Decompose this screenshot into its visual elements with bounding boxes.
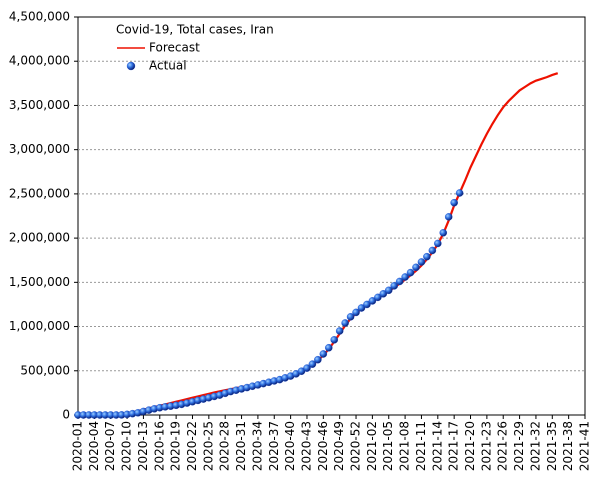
actual-point <box>450 198 458 207</box>
y-tick-label: 2,000,000 <box>9 231 70 245</box>
x-tick-label: 2021-05 <box>381 421 395 471</box>
forecast-line <box>78 72 559 417</box>
x-tick-label: 2021-08 <box>398 421 412 471</box>
actual-point <box>439 229 448 237</box>
actual-point <box>384 286 393 295</box>
x-tick-label: 2021-17 <box>447 421 461 471</box>
actual-point <box>428 246 437 255</box>
legend-title: Covid-19, Total cases, Iran <box>116 23 274 37</box>
actual-point <box>444 213 453 221</box>
x-tick-label: 2020-40 <box>283 421 297 471</box>
x-tick-label: 2020-46 <box>316 421 330 471</box>
x-tick-label: 2021-11 <box>414 421 428 471</box>
x-tick-label: 2020-19 <box>169 421 183 471</box>
y-tick-label: 500,000 <box>20 363 70 377</box>
x-tick-label: 2020-13 <box>136 421 150 471</box>
x-tick-label: 2020-25 <box>201 421 215 471</box>
actual-point <box>434 239 442 248</box>
y-tick-label: 4,000,000 <box>9 54 70 68</box>
x-tick-label: 2020-16 <box>152 421 166 471</box>
x-tick-label: 2020-01 <box>71 421 85 471</box>
x-tick-label: 2021-02 <box>365 421 379 471</box>
actual-point <box>406 268 415 277</box>
actual-point <box>352 308 360 317</box>
x-tick-label: 2020-34 <box>250 421 264 471</box>
x-tick-label: 2020-37 <box>267 421 281 471</box>
actual-point <box>297 367 306 375</box>
x-tick-label: 2020-49 <box>332 421 346 471</box>
y-tick-label: 3,000,000 <box>9 142 70 156</box>
y-tick-label: 0 <box>62 408 70 422</box>
y-tick-label: 4,500,000 <box>9 10 70 24</box>
actual-point <box>455 189 464 197</box>
x-tick-label: 2020-10 <box>120 421 134 471</box>
y-tick-label: 2,500,000 <box>9 186 70 200</box>
x-tick-label: 2021-14 <box>430 421 444 471</box>
x-tick-label: 2020-52 <box>349 421 363 471</box>
x-tick-label: 2021-26 <box>496 421 510 471</box>
y-tick-label: 1,000,000 <box>9 319 70 333</box>
actual-point <box>401 273 409 281</box>
actual-point <box>423 252 431 261</box>
x-tick-label: 2021-38 <box>561 421 575 471</box>
actual-point <box>330 336 338 344</box>
x-tick-label: 2020-04 <box>87 421 101 471</box>
plot-frame <box>77 16 586 416</box>
x-tick-label: 2021-23 <box>479 421 493 471</box>
actual-point <box>303 364 311 372</box>
actual-point <box>374 293 382 302</box>
actual-point <box>341 319 349 327</box>
legend-marker <box>126 61 136 71</box>
actual-point <box>412 263 420 272</box>
x-tick-label: 2020-31 <box>234 421 248 471</box>
actual-point <box>319 350 328 358</box>
legend-label: Forecast <box>149 41 200 55</box>
x-tick-label: 2021-35 <box>545 421 559 471</box>
x-tick-label: 2020-43 <box>299 421 313 471</box>
x-tick-label: 2020-28 <box>218 421 232 471</box>
actual-point <box>379 290 388 298</box>
actual-point <box>390 282 398 290</box>
actual-point <box>363 300 371 309</box>
x-tick-label: 2020-22 <box>185 421 199 471</box>
actual-point <box>417 258 426 266</box>
actual-point <box>357 304 366 312</box>
actual-point <box>308 360 317 368</box>
x-tick-label: 2021-20 <box>463 421 477 471</box>
y-tick-label: 1,500,000 <box>9 275 70 289</box>
x-tick-label: 2020-07 <box>103 421 117 471</box>
actual-point <box>368 297 377 305</box>
x-tick-label: 2021-41 <box>578 421 592 471</box>
actual-point <box>314 355 322 364</box>
y-tick-label: 3,500,000 <box>9 98 70 112</box>
actual-point <box>395 277 404 286</box>
actual-point <box>335 327 344 335</box>
actual-point <box>325 344 333 352</box>
x-tick-label: 2021-32 <box>528 421 542 471</box>
actual-point <box>346 313 355 321</box>
legend-label: Actual <box>149 59 187 73</box>
x-tick-label: 2021-29 <box>512 421 526 471</box>
